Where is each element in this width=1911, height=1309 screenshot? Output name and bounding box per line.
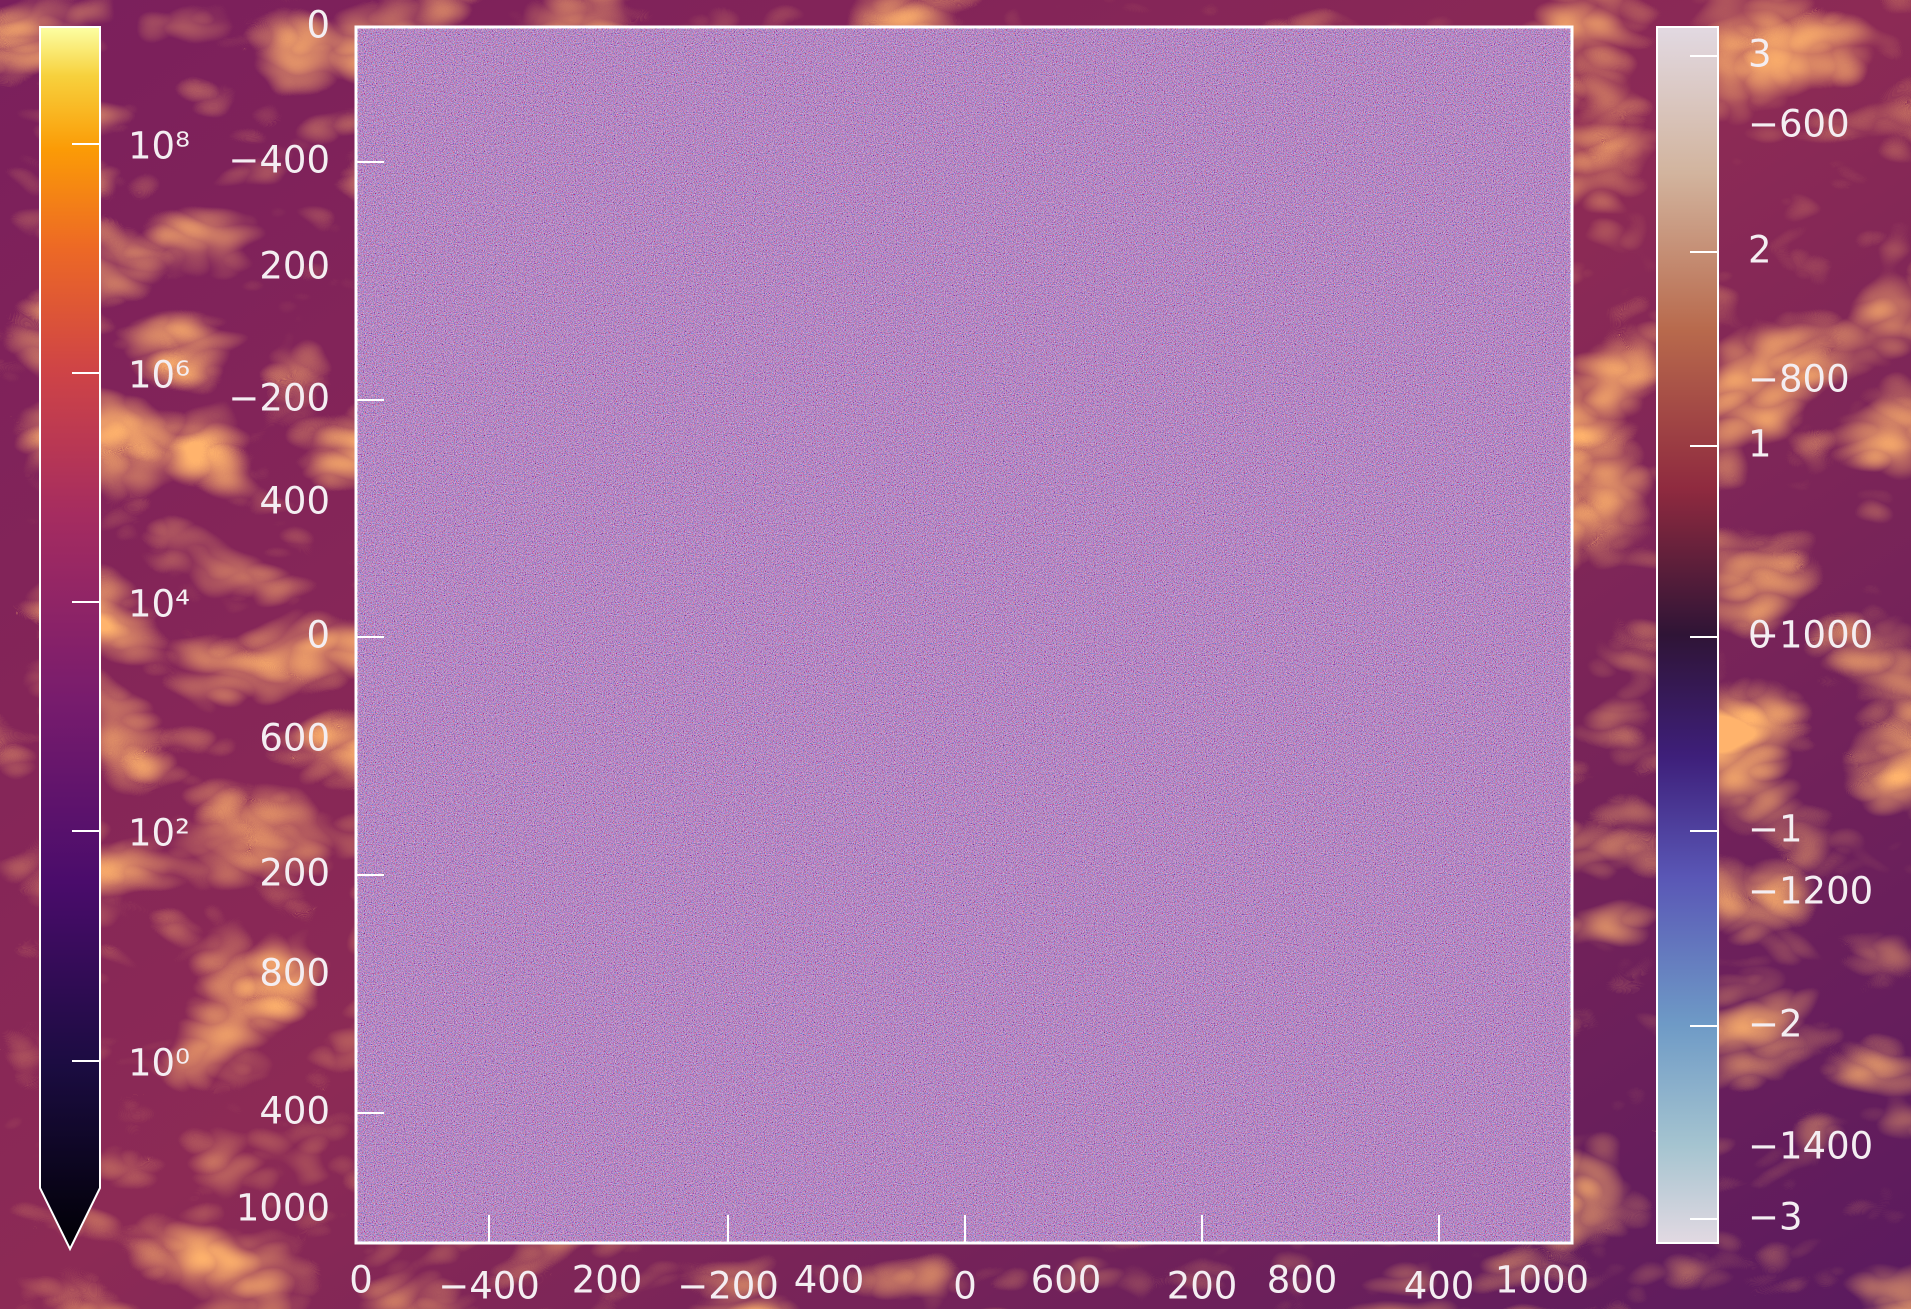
y-tick-label: 800 xyxy=(259,952,330,995)
y-tick-label: 600 xyxy=(259,717,330,760)
x-tick-label: 0 xyxy=(953,1265,977,1308)
right-colorbar-label: 3 xyxy=(1748,33,1772,76)
right-colorbar-label: 0 xyxy=(1748,614,1772,657)
right-colorbar-label: −1 xyxy=(1748,808,1803,851)
left-colorbar-label: 10⁴ xyxy=(128,583,190,626)
right-colorbar-label: −1000 xyxy=(1748,614,1873,657)
y-tick-label: −200 xyxy=(228,377,330,420)
x-tick-label: 200 xyxy=(1167,1265,1238,1308)
x-tick-label: 200 xyxy=(572,1259,643,1302)
x-tick-label: 1000 xyxy=(1495,1259,1589,1302)
right-colorbar-label: 2 xyxy=(1748,229,1772,272)
left-colorbar-label: 10⁰ xyxy=(128,1042,190,1085)
right-colorbar xyxy=(1656,26,1719,1244)
y-tick-label: 1000 xyxy=(236,1187,330,1230)
left-colorbar-label: 10⁸ xyxy=(128,125,190,168)
right-colorbar-label: −2 xyxy=(1748,1003,1803,1046)
y-tick-label: −400 xyxy=(228,139,330,182)
x-tick-label: −400 xyxy=(438,1265,540,1308)
x-tick-label: 800 xyxy=(1267,1259,1338,1302)
y-tick-label: 0 xyxy=(306,4,330,47)
y-tick-label: 400 xyxy=(259,480,330,523)
x-tick-label: 400 xyxy=(1404,1265,1475,1308)
left-colorbar-label: 10² xyxy=(128,812,190,855)
x-tick-label: −200 xyxy=(677,1265,779,1308)
x-tick-label: 0 xyxy=(349,1259,373,1302)
y-tick-label: 200 xyxy=(259,852,330,895)
right-colorbar-label: −800 xyxy=(1748,358,1850,401)
noise-image xyxy=(356,27,1572,1243)
y-tick-label: 200 xyxy=(259,245,330,288)
y-tick-label: 0 xyxy=(306,614,330,657)
right-colorbar-label: −1200 xyxy=(1748,870,1873,913)
y-tick-label: 400 xyxy=(259,1090,330,1133)
right-colorbar-label: −3 xyxy=(1748,1196,1803,1239)
left-colorbar-label: 10⁶ xyxy=(128,354,190,397)
x-tick-label: 400 xyxy=(794,1259,865,1302)
right-colorbar-label: −1400 xyxy=(1748,1125,1873,1168)
right-colorbar-label: −600 xyxy=(1748,103,1850,146)
right-colorbar-label: 1 xyxy=(1748,423,1772,466)
x-tick-label: 600 xyxy=(1031,1259,1102,1302)
left-colorbar xyxy=(39,26,101,1252)
